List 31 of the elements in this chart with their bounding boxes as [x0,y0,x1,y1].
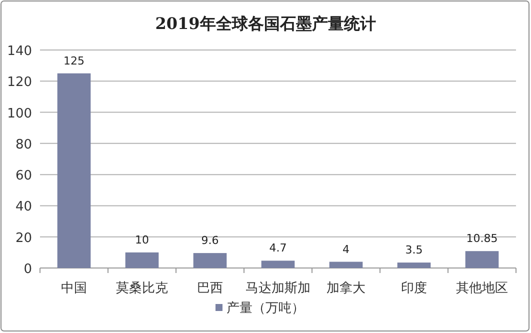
y-tick-label: 120 [7,75,32,90]
x-tick-label: 印度 [401,280,427,296]
chart-title: 2019年全球各国石墨产量统计 [155,14,376,33]
x-tick-label: 加拿大 [326,281,366,296]
legend-label: 产量（万吨） [226,301,304,316]
x-tick-label: 马达加斯加 [246,281,310,296]
data-label: 4.7 [269,242,287,255]
x-tick-label: 莫桑比克 [116,281,168,296]
y-tick-label: 100 [7,106,32,122]
data-label: 10.85 [466,232,498,246]
y-tick-label: 40 [15,200,32,215]
data-label: 4 [342,242,350,256]
bar [57,73,91,268]
bar [193,253,227,268]
y-tick-label: 60 [15,168,32,184]
bar [125,252,159,268]
y-tick-label: 80 [15,137,32,152]
bar [465,251,499,268]
x-tick-label: 巴西 [197,281,223,296]
y-tick-label: 20 [15,230,32,246]
data-label: 3.5 [405,244,423,257]
bar [261,260,295,268]
bar [329,262,363,268]
bar [397,262,431,268]
data-label: 10 [135,233,149,246]
x-tick-label: 中国 [61,281,87,296]
y-tick-label: 0 [24,262,32,277]
x-tick-label: 其他地区 [456,281,508,296]
data-label: 125 [64,54,84,68]
data-label: 9.6 [201,234,219,248]
y-tick-label: 140 [7,44,32,59]
